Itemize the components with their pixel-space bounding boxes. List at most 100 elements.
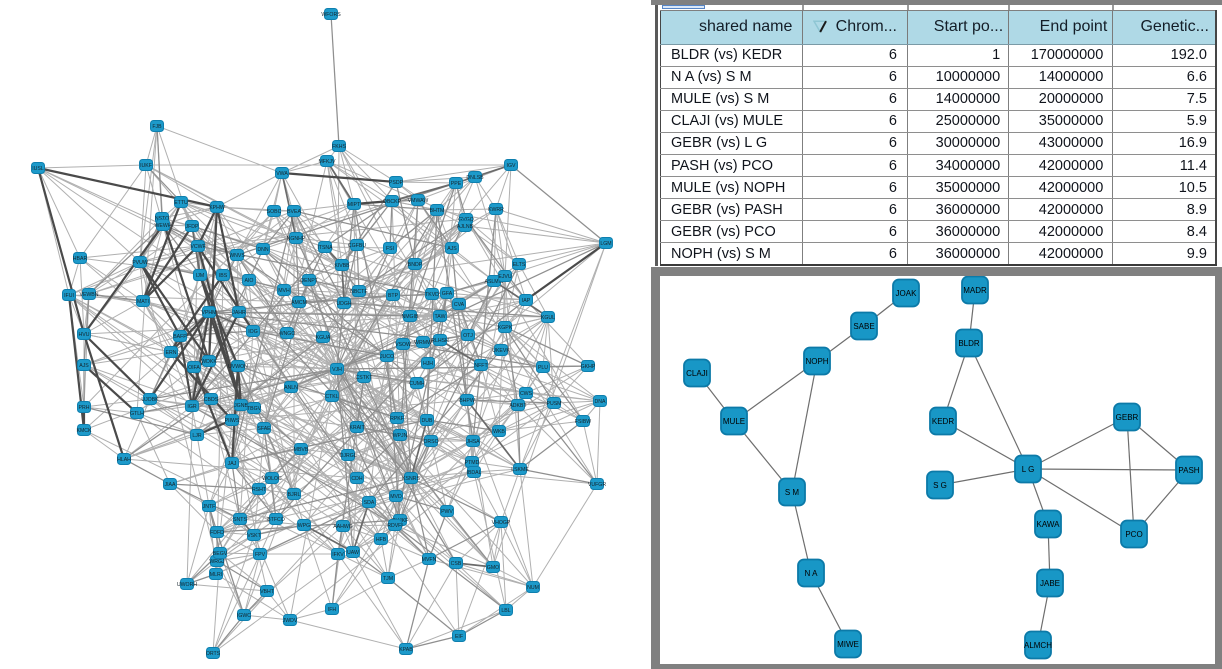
svg-text:OBCKP: OBCKP [383,199,402,205]
svg-text:CWS: CWS [520,391,533,397]
svg-text:VWA: VWA [276,171,288,177]
svg-text:NUM: NUM [527,585,539,591]
svg-text:AIO: AIO [245,278,254,284]
svg-text:CSTKT: CSTKT [355,375,373,381]
svg-text:OENPT: OENPT [300,278,319,284]
svg-text:IFUI: IFUI [64,293,74,299]
svg-text:HFB: HFB [376,537,387,543]
svg-text:PSDP: PSDP [389,180,404,186]
svg-text:IUSL: IUSL [32,166,44,172]
svg-text:PWV: PWV [441,509,453,515]
svg-text:KAWA: KAWA [1037,520,1061,529]
svg-text:DNN: DNN [257,247,268,253]
svg-text:KGUA: KGUA [316,335,331,341]
svg-text:LBL: LBL [501,608,510,614]
svg-text:UJOBK: UJOBK [141,397,159,403]
svg-text:EIF: EIF [455,634,463,640]
svg-text:WRMW: WRMW [414,340,432,346]
svg-text:DNA: DNA [595,399,606,405]
svg-text:CGFBU: CGFBU [348,243,366,249]
svg-text:UVWON: UVWON [228,364,248,370]
svg-text:GKHP: GKHP [581,364,596,370]
svg-text:WEWH: WEWH [155,223,172,229]
svg-text:JUCO: JUCO [380,354,394,360]
svg-text:MVH: MVH [278,288,290,294]
svg-text:NOPH: NOPH [805,357,828,366]
svg-text:HLAH: HLAH [117,457,131,463]
svg-text:CSB: CSB [451,561,462,567]
svg-text:KPHW: KPHW [209,205,225,211]
svg-text:VSKT: VSKT [247,533,261,539]
svg-text:RDVFI: RDVFI [387,523,403,529]
svg-text:TBGV: TBGV [247,406,262,412]
svg-text:PRH: PRH [79,405,90,411]
svg-text:HBAR: HBAR [73,256,88,262]
svg-text:JIAA: JIAA [165,482,176,488]
svg-text:JWDV: JWDV [283,618,298,624]
svg-text:NSTO: NSTO [155,216,169,222]
svg-text:NFFT: NFFT [474,363,488,369]
svg-text:WFORS: WFORS [321,12,341,18]
svg-text:PPE: PPE [451,181,462,187]
svg-text:GMO: GMO [487,565,499,571]
svg-text:AJS: AJS [447,246,457,252]
svg-text:JAJ: JAJ [228,461,237,467]
svg-text:WPJN: WPJN [393,433,408,439]
svg-text:VMWAW: VMWAW [408,198,429,204]
svg-text:KRAIT: KRAIT [349,425,365,431]
svg-text:MADR: MADR [963,286,987,295]
svg-text:BAFP: BAFP [173,334,187,340]
svg-text:PCO: PCO [1125,530,1142,539]
svg-text:AMCM: AMCM [291,300,307,306]
svg-text:KGUL: KGUL [541,315,555,321]
svg-text:S G: S G [933,481,947,490]
svg-text:KPAB: KPAB [399,647,413,653]
svg-text:MBVB: MBVB [294,447,309,453]
svg-text:DNLSB: DNLSB [466,175,484,181]
svg-text:RLHSH: RLHSH [431,338,449,344]
svg-text:IGV: IGV [507,163,516,169]
svg-text:SDA: SDA [364,500,375,506]
svg-text:CUMH: CUMH [409,381,425,387]
svg-text:IJM: IJM [196,273,204,279]
svg-text:MVFN: MVFN [422,557,437,563]
svg-text:CBDS: CBDS [204,397,219,403]
svg-text:VBHT: VBHT [260,589,275,595]
svg-text:BHTM: BHTM [430,208,445,214]
svg-text:KIVBB: KIVBB [334,263,350,269]
svg-text:WDKK: WDKK [201,359,217,365]
svg-text:UAW: UAW [347,550,359,556]
svg-text:IFH: IFH [328,607,337,613]
svg-text:IUKF: IUKF [140,163,152,169]
svg-text:TJM: TJM [383,576,393,582]
svg-text:BVEA: BVEA [287,209,301,215]
svg-text:WNGO: WNGO [279,331,296,337]
svg-text:VUFGR: VUFGR [588,482,606,488]
svg-text:PIIWS: PIIWS [225,418,240,424]
svg-text:ELTS: ELTS [513,262,526,268]
svg-text:GVGO: GVGO [458,217,474,223]
svg-text:MATI: MATI [137,299,149,305]
svg-text:OJRGL: OJRGL [339,453,356,459]
svg-text:PUSM: PUSM [547,401,562,407]
svg-text:PVUW: PVUW [132,260,148,266]
svg-text:KEDR: KEDR [932,417,954,426]
svg-text:JHSA: JHSA [466,439,480,445]
svg-text:S M: S M [785,488,800,497]
svg-text:ITSNA: ITSNA [317,245,333,251]
svg-text:GTLH: GTLH [130,411,144,417]
svg-text:JABE: JABE [1040,579,1060,588]
svg-text:ORTS: ORTS [206,651,221,657]
svg-text:LJR: LJR [192,433,201,439]
svg-text:MIPT: MIPT [348,202,361,208]
svg-text:MULE: MULE [723,417,745,426]
svg-text:OIFA: OIFA [188,365,200,371]
svg-text:AAHWG: AAHWG [333,524,353,530]
svg-text:KWRR: KWRR [488,207,504,213]
svg-text:IOG: IOG [248,329,258,335]
svg-text:RSHT: RSHT [252,487,267,493]
svg-text:VCWF: VCWF [190,244,205,250]
svg-text:TKVD: TKVD [425,292,439,298]
svg-text:JGNB: JGNB [234,403,248,409]
svg-text:FSI: FSI [386,246,394,252]
